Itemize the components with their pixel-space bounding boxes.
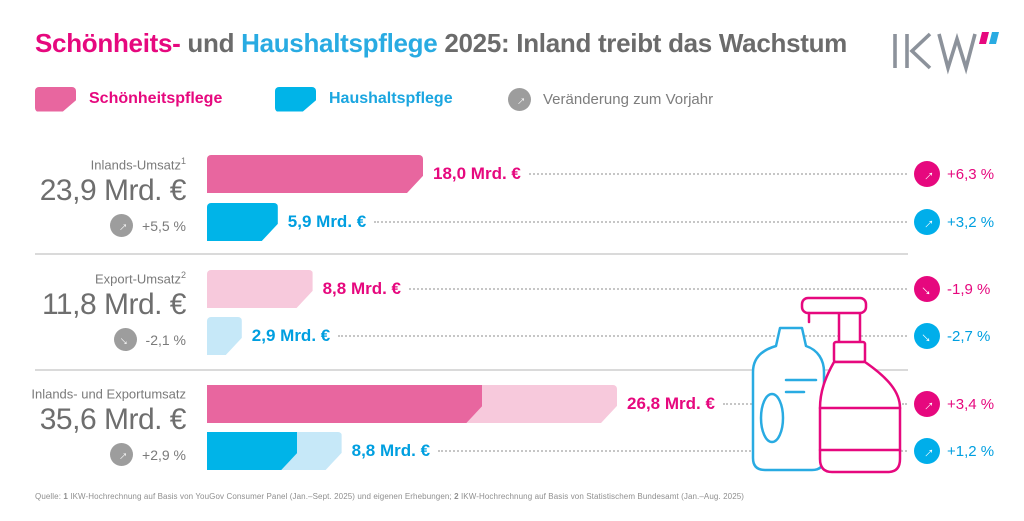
bar-row-inland-household: 5,9 Mrd. € → +3,2 %	[207, 203, 997, 241]
bar-value-label: 5,9 Mrd. €	[287, 212, 367, 231]
change-percent: -2,7 %	[947, 327, 991, 345]
change-arrow-icon: →	[508, 87, 531, 111]
divider	[35, 253, 908, 255]
bar-value-label: 26,8 Mrd. €	[627, 394, 715, 413]
group-total: 11,8 Mrd. €	[41, 288, 187, 322]
trend-arrow-icon: →	[914, 209, 940, 235]
bar-value-label: 2,9 Mrd. €	[251, 326, 331, 345]
dotted-leader	[338, 335, 907, 337]
group-label: Export-Umsatz2	[95, 270, 186, 287]
legend-item-change: → Veränderung zum Vorjahr	[508, 86, 713, 112]
household-export-bar	[207, 317, 242, 355]
household-inland-segment	[207, 432, 297, 470]
group-total: 23,9 Mrd. €	[39, 174, 187, 208]
group-total: 35,6 Mrd. €	[39, 403, 187, 437]
change-percent: -1,9 %	[947, 280, 991, 298]
change-percent: +3,2 %	[947, 213, 995, 231]
legend-beauty-label: Schönheitspflege	[89, 90, 223, 107]
trend-arrow-icon: →	[914, 323, 940, 349]
bar-value-label: 18,0 Mrd. €	[433, 164, 521, 183]
trend-arrow-icon: →	[110, 443, 134, 467]
change-percent: +6,3 %	[947, 165, 995, 183]
bar-row-total-beauty: 26,8 Mrd. € → +3,4 %	[207, 385, 997, 423]
group-info-total: Inlands- und Exportumsatz 35,6 Mrd. € → …	[0, 382, 200, 467]
group-label: Inlands-Umsatz1	[90, 156, 186, 173]
group-info-inland: Inlands-Umsatz1 23,9 Mrd. € → +5,5 %	[0, 153, 200, 238]
bar-row-export-beauty: 8,8 Mrd. € → -1,9 %	[207, 270, 997, 308]
beauty-inland-bar	[207, 155, 423, 193]
dotted-leader	[409, 288, 907, 290]
legend-item-beauty: Schönheitspflege	[35, 86, 222, 112]
ikw-logo	[886, 22, 1004, 78]
bar-row-total-household: 8,8 Mrd. € → +1,2 %	[207, 432, 997, 470]
group-change: → -2,1 %	[113, 328, 186, 352]
legend-item-household: Haushaltspflege	[275, 86, 453, 112]
trend-arrow-icon: →	[914, 161, 940, 187]
title-rest: 2025: Inland treibt das Wachstum	[437, 28, 847, 58]
beauty-swatch-icon	[35, 86, 76, 112]
group-change: → +2,9 %	[110, 443, 186, 467]
legend-household-label: Haushaltspflege	[329, 90, 453, 107]
ikw-logo-icon	[893, 32, 999, 75]
household-total-stacked-bar	[207, 432, 342, 470]
beauty-total-stacked-bar	[207, 385, 617, 423]
trend-arrow-icon: →	[914, 276, 940, 302]
beauty-inland-segment	[207, 385, 482, 423]
dotted-leader	[722, 403, 907, 405]
beauty-export-bar	[207, 270, 313, 308]
bar-value-label: 8,8 Mrd. €	[322, 279, 402, 298]
bar-row-export-household: 2,9 Mrd. € → -2,7 %	[207, 317, 997, 355]
dotted-leader	[374, 221, 907, 223]
source-footnote: Quelle: 1 IKW-Hochrechnung auf Basis von…	[35, 492, 745, 501]
group-info-export: Export-Umsatz2 11,8 Mrd. € → -2,1 %	[0, 267, 200, 352]
bar-value-label: 8,8 Mrd. €	[351, 441, 431, 460]
household-inland-bar	[207, 203, 278, 241]
change-percent: +3,4 %	[947, 395, 995, 413]
bar-row-inland-beauty: 18,0 Mrd. € → +6,3 %	[207, 155, 997, 193]
page-title: Schönheits- und Haushaltspflege 2025: In…	[35, 28, 847, 59]
trend-arrow-icon: →	[914, 391, 940, 417]
divider	[35, 369, 908, 371]
dotted-leader	[528, 173, 907, 175]
change-percent: +1,2 %	[947, 442, 995, 460]
legend-change-label: Veränderung zum Vorjahr	[543, 90, 714, 108]
trend-arrow-icon: →	[113, 328, 137, 352]
title-beauty: Schönheits-	[35, 28, 181, 58]
dotted-leader	[438, 450, 907, 452]
title-mid: und	[180, 28, 242, 58]
title-household: Haushaltspflege	[241, 28, 438, 58]
group-label: Inlands- und Exportumsatz	[31, 386, 186, 402]
household-swatch-icon	[275, 86, 316, 112]
trend-arrow-icon: →	[110, 214, 134, 238]
group-change: → +5,5 %	[110, 214, 186, 238]
trend-arrow-icon: →	[914, 438, 940, 464]
